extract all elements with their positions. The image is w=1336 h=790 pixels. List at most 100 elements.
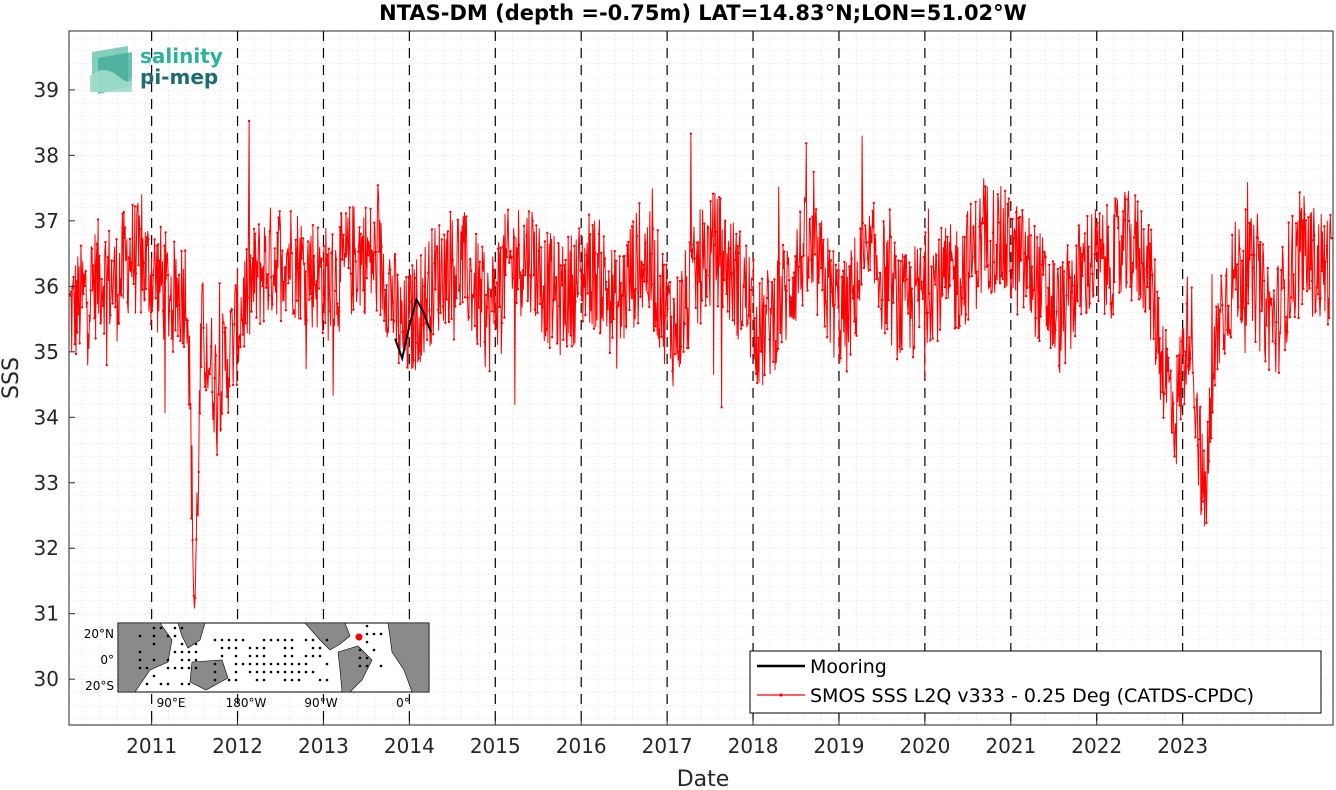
smos-data-point xyxy=(898,345,901,348)
smos-data-point xyxy=(1213,384,1217,387)
smos-data-point xyxy=(503,316,506,319)
smos-data-point xyxy=(638,202,641,205)
map-mooring-dot xyxy=(372,632,376,636)
smos-data-point xyxy=(152,273,155,277)
smos-series xyxy=(68,119,1333,609)
smos-data-point xyxy=(1062,270,1066,273)
logo-text-salinity: salinity xyxy=(140,44,223,68)
smos-data-point xyxy=(1175,354,1179,358)
smos-data-point xyxy=(332,318,335,322)
smos-data-point xyxy=(240,318,243,322)
smos-data-point xyxy=(1226,328,1229,332)
smos-data-point xyxy=(770,281,774,284)
smos-data-point xyxy=(218,282,221,285)
smos-data-point xyxy=(589,233,592,236)
smos-data-point xyxy=(886,327,889,331)
smos-data-point xyxy=(203,385,207,388)
smos-data-point xyxy=(516,288,520,291)
smos-data-point xyxy=(100,277,104,281)
smos-data-point xyxy=(1071,284,1074,287)
smos-data-point xyxy=(1069,276,1072,279)
smos-data-point xyxy=(735,232,738,236)
smos-data-point xyxy=(1039,315,1042,318)
smos-data-point xyxy=(1103,312,1106,315)
map-mooring-dot xyxy=(325,638,329,642)
smos-data-point xyxy=(786,262,790,265)
map-lon-label-90w: 90°W xyxy=(304,696,337,710)
map-mooring-dot xyxy=(248,662,252,666)
smos-data-point xyxy=(787,278,791,282)
map-mooring-dot xyxy=(283,678,287,682)
smos-data-point xyxy=(1208,440,1212,443)
smos-data-point xyxy=(258,322,262,325)
x-tick-label: 2012 xyxy=(212,734,263,758)
smos-data-point xyxy=(381,277,384,280)
smos-data-point xyxy=(644,242,647,245)
smos-data-point xyxy=(619,282,623,285)
smos-data-point xyxy=(778,262,781,265)
smos-data-point xyxy=(255,316,258,319)
smos-data-point xyxy=(1119,274,1122,278)
logo-wave-icon xyxy=(90,46,132,94)
smos-data-point xyxy=(402,341,405,344)
smos-data-point xyxy=(1266,266,1270,270)
smos-data-point xyxy=(374,250,377,254)
smos-data-point xyxy=(457,289,461,292)
smos-data-point xyxy=(346,238,349,241)
smos-data-point xyxy=(540,246,543,249)
map-mooring-dot xyxy=(304,638,308,642)
smos-data-point xyxy=(1024,294,1028,298)
smos-data-point xyxy=(422,323,425,326)
smos-data-point xyxy=(1091,272,1094,276)
smos-data-point xyxy=(1127,219,1131,223)
smos-data-point xyxy=(416,305,419,308)
smos-data-point xyxy=(244,322,247,325)
map-mooring-dot xyxy=(138,666,142,670)
smos-data-point xyxy=(746,322,749,325)
smos-data-point xyxy=(551,335,554,339)
smos-data-point xyxy=(994,274,997,278)
smos-data-point xyxy=(1050,295,1054,299)
smos-data-point xyxy=(209,345,213,348)
smos-data-point xyxy=(1125,281,1128,284)
smos-data-point xyxy=(689,132,693,135)
smos-data-point xyxy=(1163,392,1166,395)
map-mooring-dot xyxy=(283,670,287,674)
smos-data-point xyxy=(1227,304,1230,308)
smos-data-point xyxy=(459,302,462,306)
smos-data-point xyxy=(137,264,140,267)
smos-data-point xyxy=(867,241,871,244)
smos-data-point xyxy=(715,271,718,274)
smos-data-point xyxy=(409,300,413,303)
smos-data-point xyxy=(1153,258,1157,261)
smos-data-point xyxy=(1286,330,1289,334)
smos-data-point xyxy=(106,256,110,259)
smos-data-point xyxy=(1129,285,1132,288)
smos-data-point xyxy=(92,264,95,267)
smos-data-point xyxy=(759,350,763,353)
smos-data-point xyxy=(1035,236,1039,239)
smos-data-point xyxy=(967,318,970,321)
smos-data-point xyxy=(954,326,958,329)
smos-data-point xyxy=(99,322,102,325)
smos-data-point xyxy=(805,142,808,145)
smos-data-point xyxy=(1186,365,1190,368)
smos-data-point xyxy=(630,225,634,228)
smos-data-point xyxy=(704,304,707,307)
smos-data-point xyxy=(698,280,701,283)
inset-map-moorings xyxy=(138,624,383,686)
smos-data-point xyxy=(586,292,589,295)
smos-data-point xyxy=(69,290,73,293)
smos-data-point xyxy=(1040,263,1044,267)
smos-data-point xyxy=(385,284,388,287)
map-mooring-dot xyxy=(166,634,170,638)
smos-data-point xyxy=(317,287,321,290)
smos-data-point xyxy=(1018,215,1022,219)
smos-data-point xyxy=(914,283,917,286)
smos-data-point xyxy=(1038,339,1041,343)
map-mooring-dot xyxy=(227,646,231,650)
inset-map: 20°N 0° 20°S 90°E 180°W 90°W 0° xyxy=(84,622,430,710)
smos-data-point xyxy=(668,280,672,284)
map-mooring-dot xyxy=(159,682,163,686)
smos-data-point xyxy=(1021,209,1024,212)
